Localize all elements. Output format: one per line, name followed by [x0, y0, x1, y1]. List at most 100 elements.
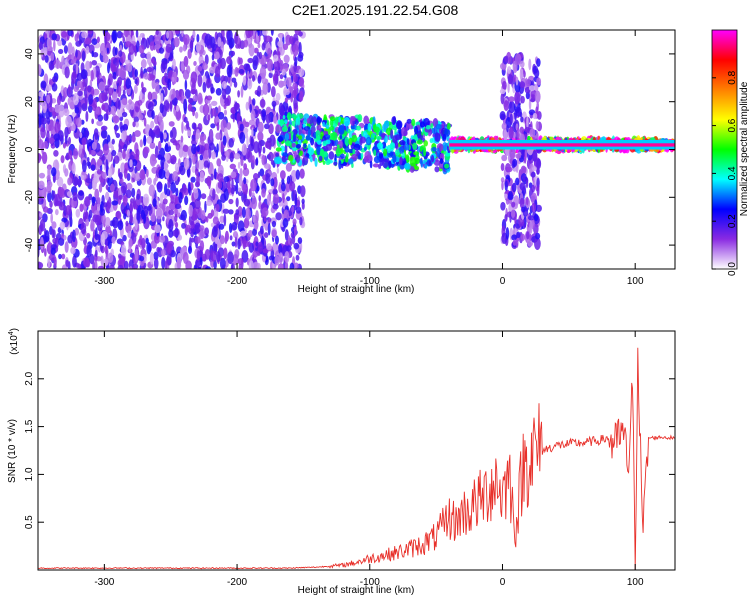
- spectrogram-cell: [135, 148, 140, 158]
- spectrogram-cell: [167, 179, 171, 189]
- spectrogram-cell: [531, 184, 535, 193]
- spectrogram-cell: [295, 117, 299, 126]
- spectrogram-cell: [93, 128, 99, 138]
- spectrogram-cell: [44, 230, 50, 243]
- spectrogram-cell: [165, 43, 173, 54]
- spectrogram-cell: [277, 263, 285, 269]
- spectrogram-cell: [210, 250, 218, 262]
- spectrogram-cell: [123, 260, 129, 269]
- spectrogram-cell: [399, 140, 406, 146]
- spectrogram-cell: [229, 163, 237, 170]
- spectrogram-cell: [291, 113, 296, 119]
- spectrogram-cell: [275, 212, 282, 221]
- spectrogram-cell: [501, 154, 508, 162]
- spectrogram-cell: [200, 210, 206, 221]
- snr-x-tick-label: -300: [94, 577, 114, 588]
- spectrogram-cell: [242, 75, 247, 86]
- spectrogram-cell: [187, 103, 193, 112]
- spectrogram-cell: [56, 176, 64, 188]
- spectrogram-cell: [140, 66, 143, 78]
- spectrogram-y-axis-label: Frequency (Hz): [7, 115, 18, 184]
- spectrogram-cell: [181, 222, 186, 229]
- spectrogram-cell: [164, 260, 168, 269]
- spectrogram-cell: [257, 140, 263, 154]
- spectrogram-cell: [221, 154, 226, 161]
- spectrogram-cell: [290, 169, 298, 183]
- spectrogram-cell: [194, 198, 201, 210]
- spectrogram-cell: [389, 152, 394, 157]
- spectrogram-cell: [373, 149, 377, 157]
- spectrogram-cell: [72, 229, 76, 243]
- spectrogram-cell: [174, 30, 180, 35]
- spectrogram-cell: [122, 36, 126, 44]
- spectrogram-cell: [535, 164, 540, 175]
- spectrogram-cell: [500, 92, 505, 105]
- spectrogram-cell: [62, 142, 67, 149]
- spectrogram-cell: [519, 197, 525, 209]
- spectrogram-cell: [257, 241, 264, 253]
- spectrogram-cell: [85, 178, 93, 184]
- spectrogram-cell: [52, 190, 56, 199]
- spectrogram-cell: [338, 160, 342, 170]
- spectrogram-cell: [277, 136, 284, 143]
- spectrogram-x-axis-label: Height of straight line (km): [298, 284, 415, 295]
- spectrogram-cell: [120, 181, 128, 194]
- spectrogram-cell: [110, 105, 117, 116]
- spectrogram-cell: [357, 114, 363, 123]
- spectrogram-cell: [334, 139, 339, 147]
- spectrogram-cell: [299, 185, 306, 198]
- spectrogram-cell: [295, 144, 302, 149]
- spectrogram-cell: [203, 160, 209, 168]
- spectrogram-cell: [401, 152, 406, 159]
- spectrogram-cell: [47, 190, 52, 203]
- spectrogram-cell: [94, 188, 100, 200]
- spectrogram-cell: [176, 145, 180, 151]
- spectrogram-cell: [46, 84, 52, 92]
- spectrogram-cell: [86, 156, 90, 163]
- spectrogram-cell: [299, 150, 303, 156]
- spectrogram-cell: [135, 30, 139, 38]
- spectrogram-cell: [257, 121, 264, 134]
- spectrogram-cell: [506, 166, 513, 173]
- spectrogram-cell: [344, 146, 350, 153]
- spectrogram-cell: [38, 102, 41, 112]
- spectrogram-cell: [303, 143, 307, 149]
- spectrogram-cell: [244, 207, 251, 221]
- spectrogram-marks: [38, 30, 675, 269]
- spectrogram-cell: [96, 158, 103, 167]
- spectrogram-cell: [82, 76, 85, 88]
- spectrogram-cell: [235, 182, 239, 195]
- spectrogram-cell: [94, 214, 102, 226]
- spectrogram-cell: [38, 114, 42, 128]
- spectrogram-cell: [105, 158, 109, 172]
- spectrogram-cell: [139, 139, 143, 148]
- spectrogram-cell: [52, 75, 58, 83]
- spectrogram-cell: [261, 108, 267, 118]
- spectrogram-cell: [272, 193, 280, 205]
- spectrogram-cell: [62, 87, 68, 98]
- spectrogram-cell: [104, 216, 111, 227]
- spectrogram-cell: [111, 200, 119, 206]
- spectrogram-cell: [123, 213, 127, 220]
- snr-y-tick-label: 2.0: [24, 371, 35, 385]
- spectrogram-cell: [287, 126, 291, 133]
- spectrogram-cell: [186, 120, 190, 130]
- snr-plot-area: [37, 330, 676, 571]
- spectrogram-cell: [196, 173, 200, 187]
- spectrogram-cell: [170, 94, 174, 101]
- spectrogram-cell: [251, 196, 258, 210]
- spectrogram-cell: [117, 264, 124, 269]
- spectrogram-cell: [228, 138, 234, 148]
- spectrogram-cell: [366, 137, 371, 145]
- spectrogram-cell: [49, 63, 55, 70]
- spectrogram-cell: [48, 106, 56, 113]
- spectrogram-cell: [169, 100, 173, 113]
- spectrogram-cell: [499, 62, 507, 70]
- spectrogram-cell: [98, 81, 106, 92]
- spectrogram-cell: [256, 185, 260, 192]
- spectrogram-cell: [162, 198, 168, 205]
- spectrogram-cell: [149, 41, 155, 51]
- spectrogram-cell: [64, 58, 68, 66]
- spectrogram-cell: [170, 154, 177, 165]
- spectrogram-cell: [293, 242, 300, 250]
